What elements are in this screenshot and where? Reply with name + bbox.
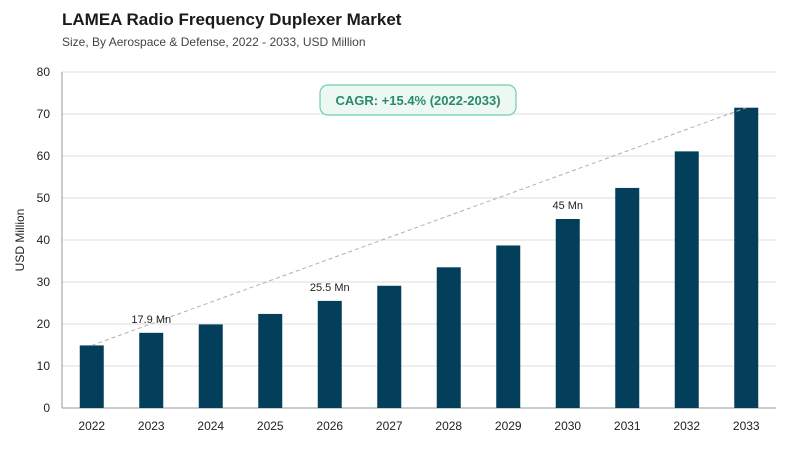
y-tick-label: 50 [37, 191, 51, 205]
data-label: 25.5 Mn [310, 282, 350, 294]
y-tick-label: 10 [37, 359, 51, 373]
x-tick-label: 2030 [554, 419, 581, 433]
bar [79, 345, 104, 408]
bar [258, 313, 283, 408]
y-tick-label: 20 [37, 317, 51, 331]
bar [734, 107, 759, 408]
x-tick-label: 2031 [614, 419, 641, 433]
y-tick-label: 60 [37, 149, 51, 163]
x-tick-label: 2024 [197, 419, 224, 433]
y-tick-label: 70 [37, 107, 51, 121]
bar [198, 324, 223, 408]
bar [674, 151, 699, 408]
y-tick-label: 40 [37, 233, 51, 247]
y-tick-label: 80 [37, 65, 51, 79]
x-tick-label: 2032 [673, 419, 700, 433]
bar [615, 187, 640, 408]
x-tick-label: 2027 [376, 419, 403, 433]
chart-title: LAMEA Radio Frequency Duplexer Market [62, 10, 402, 29]
x-tick-label: 2028 [435, 419, 462, 433]
y-tick-label: 30 [37, 275, 51, 289]
x-tick-label: 2029 [495, 419, 522, 433]
y-tick-label: 0 [43, 401, 50, 415]
cagr-badge [319, 84, 517, 116]
bar [317, 300, 342, 408]
trend-line [91, 107, 747, 346]
x-tick-label: 2025 [257, 419, 284, 433]
bar [555, 219, 580, 408]
data-label: 45 Mn [552, 200, 583, 212]
cagr-annotation: CAGR: +15.4% (2022-2033) [335, 93, 500, 108]
y-axis-label: USD Million [13, 209, 27, 272]
x-tick-label: 2022 [78, 419, 105, 433]
chart-subtitle: Size, By Aerospace & Defense, 2022 - 203… [62, 35, 366, 49]
x-tick-label: 2026 [316, 419, 343, 433]
bar [436, 267, 461, 408]
data-label: 17.9 Mn [131, 314, 171, 326]
x-tick-label: 2023 [138, 419, 165, 433]
bar [496, 245, 521, 408]
bar [139, 332, 164, 408]
x-tick-label: 2033 [733, 419, 760, 433]
bar [377, 285, 402, 408]
